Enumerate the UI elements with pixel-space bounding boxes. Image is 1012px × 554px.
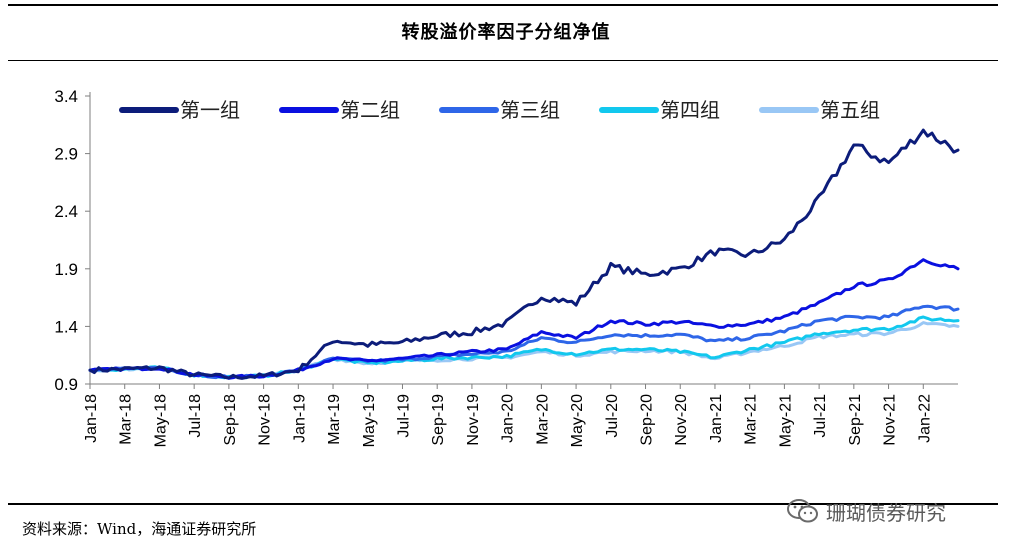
title-rule: [8, 60, 998, 61]
y-tick-label: 3.4: [54, 87, 78, 106]
x-tick-label: Jul-18: [187, 394, 204, 438]
x-tick-label: Mar-21: [743, 394, 760, 445]
series-line-4: [88, 315, 960, 380]
x-tick-label: Jan-22: [916, 394, 933, 443]
x-tick-label: Jul-19: [395, 394, 412, 438]
x-tick-label: Sep-18: [222, 394, 239, 446]
y-tick-label: 0.9: [54, 375, 78, 394]
legend-label-4: 第四组: [660, 98, 720, 122]
x-tick-label: Sep-19: [430, 394, 447, 446]
x-tick-label: May-19: [361, 394, 378, 447]
x-tick-label: Nov-19: [465, 394, 482, 446]
legend: 第一组 第二组 第三组 第四组 第五组: [119, 98, 880, 122]
x-axis: Jan-18 Mar-18 May-18 Jul-18 Sep-18 Nov-18 Jan-…: [83, 383, 958, 447]
y-axis: 3.4 2.9 2.4 1.9 1.4 0.9: [54, 87, 91, 394]
chart-title: 转股溢价率因子分组净值: [401, 22, 611, 43]
x-tick-label: Mar-20: [534, 394, 551, 445]
legend-label-2: 第二组: [340, 98, 400, 122]
x-tick-label: May-20: [569, 394, 586, 447]
series-line-1: [88, 128, 960, 380]
series-line-5: [88, 321, 960, 380]
x-tick-label: Mar-18: [118, 394, 135, 445]
x-tick-label: Nov-20: [673, 394, 690, 446]
legend-label-5: 第五组: [820, 98, 880, 122]
series-line-3: [88, 304, 960, 380]
y-tick-label: 2.4: [54, 202, 78, 221]
watermark: 珊瑚债券研究: [786, 496, 996, 526]
y-tick-label: 1.9: [54, 260, 78, 279]
x-tick-label: Mar-19: [326, 394, 343, 445]
watermark-text: 珊瑚债券研究: [826, 500, 946, 525]
y-tick-label: 2.9: [54, 145, 78, 164]
x-tick-label: Jul-21: [812, 394, 829, 438]
chart-area: 3.4 2.9 2.4 1.9 1.4 0.9 Jan-18 Mar-18 May-18 Jul…: [54, 87, 960, 447]
wechat-icon: [787, 499, 818, 523]
x-tick-label: Nov-21: [882, 394, 899, 446]
top-rule: [8, 4, 998, 6]
x-tick-label: Sep-20: [639, 394, 656, 446]
legend-label-3: 第三组: [500, 98, 560, 122]
x-tick-label: Sep-21: [847, 394, 864, 446]
x-tick-label: Jan-21: [708, 394, 725, 443]
legend-label-1: 第一组: [180, 98, 240, 122]
y-tick-label: 1.4: [54, 317, 78, 336]
series-lines: [88, 128, 960, 380]
bottom-rule: [8, 503, 998, 505]
x-tick-label: Jan-20: [500, 394, 517, 443]
source-note: 资料来源：Wind，海通证券研究所: [22, 520, 257, 538]
x-tick-label: Jul-20: [604, 394, 621, 438]
x-tick-label: Nov-18: [257, 394, 274, 446]
x-tick-label: May-21: [777, 394, 794, 447]
x-tick-label: May-18: [152, 394, 169, 447]
x-tick-label: Jan-19: [291, 394, 308, 443]
x-tick-label: Jan-18: [83, 394, 100, 443]
